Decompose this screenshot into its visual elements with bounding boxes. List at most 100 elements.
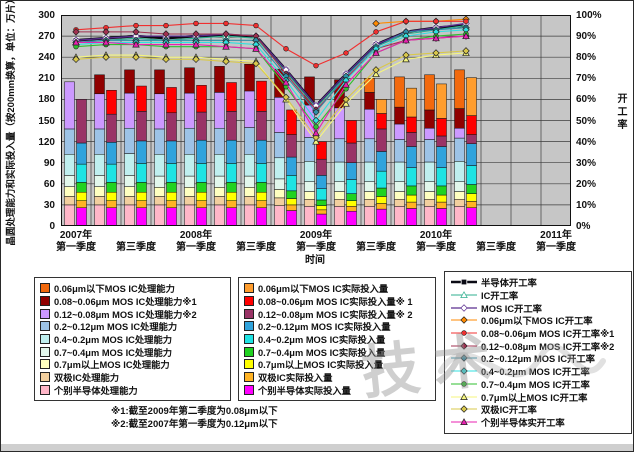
actual-input-bar-segment	[226, 182, 237, 193]
line-marker	[402, 55, 410, 63]
line-marker	[162, 40, 170, 48]
legend-rate-label: 0.12~0.08μm MOS IC开工率※2	[481, 341, 615, 352]
capacity-bar-segment	[154, 93, 165, 130]
legend-actual-item: 0.06μm以下MOS IC实际投入量	[244, 282, 430, 295]
x-axis-title: 时间	[305, 255, 325, 266]
legend-actual-swatch	[244, 296, 254, 307]
line-marker	[462, 32, 470, 40]
actual-input-bar-segment	[286, 198, 297, 206]
actual-input-bar-segment	[466, 115, 477, 135]
rate-line	[76, 35, 467, 135]
capacity-bar-segment	[214, 92, 225, 129]
x-tick-year: 2011年	[540, 230, 572, 241]
capacity-bar-segment	[244, 175, 255, 188]
legend-rate-label: 半导体开工率	[481, 278, 537, 289]
actual-input-bar-segment	[316, 205, 327, 211]
line-marker	[402, 36, 410, 44]
legend-rate-label: 双极IC开工率	[481, 405, 537, 416]
x-tick-quarter: 第一季度	[296, 242, 336, 253]
actual-input-bar-segment	[376, 128, 387, 152]
legend-rate-item: 个别半导体实开工率	[450, 416, 626, 429]
legend-rate-item: MOS IC开工率	[450, 301, 626, 314]
capacity-bar-segment	[364, 92, 375, 110]
capacity-bar-segment	[454, 137, 465, 162]
footnote-1: ※1:截至2009年第二季度为0.08μm以下	[111, 406, 278, 417]
actual-input-bar-segment	[226, 111, 237, 141]
capacity-bar-segment	[454, 108, 465, 129]
footnote-2: ※2:截至2007年第一季度为0.12μm以下	[111, 419, 278, 430]
actual-input-bar-segment	[466, 184, 477, 194]
capacity-bar-segment	[184, 187, 195, 197]
legend-rate-item: 0.06μm以下MOS IC开工率	[450, 314, 626, 327]
x-tick-year: 2008年	[179, 230, 213, 241]
capacity-bar-segment	[124, 196, 135, 206]
right-tick-label: 100%	[576, 10, 602, 21]
legend-rate-line-glyph	[451, 381, 477, 387]
left-tick-label: 90	[43, 157, 55, 169]
capacity-bar-segment	[274, 178, 285, 190]
legend-capacity-label: 0.06μm以下MOS IC处理能力	[54, 284, 175, 295]
line-marker	[132, 28, 140, 36]
actual-input-bar-segment	[166, 112, 177, 142]
actual-input-bar-segment	[106, 163, 117, 183]
actual-input-bar-segment	[316, 199, 327, 206]
legend-rate-item: 半导体开工率	[450, 276, 626, 289]
line-marker	[342, 80, 350, 88]
capacity-bar-segment	[244, 63, 255, 92]
capacity-bar-segment	[64, 196, 75, 206]
legend-capacity-item: 0.7~0.4μm MOS IC处理能力	[40, 345, 225, 358]
line-marker	[252, 59, 260, 68]
line-marker	[432, 34, 440, 42]
line-marker	[461, 381, 467, 387]
actual-input-bar-segment	[196, 207, 207, 226]
right-tick-label: 0%	[576, 221, 591, 232]
actual-input-bar-segment	[406, 194, 417, 203]
rate-line	[76, 31, 467, 111]
legend-actual-swatch	[244, 308, 254, 319]
line-marker	[372, 19, 380, 28]
capacity-bar-segment	[334, 199, 345, 207]
left-tick-label: 210	[38, 73, 55, 85]
x-tick-quarter: 第三季度	[476, 242, 516, 253]
legend-rate-label: 0.2~0.12μm MOS IC开工率	[481, 354, 595, 365]
actual-input-bar-segment	[376, 151, 387, 172]
actual-input-bar-segment	[376, 113, 387, 130]
capacity-bar-segment	[94, 196, 105, 206]
actual-input-bar-segment	[76, 99, 87, 144]
line-marker	[132, 40, 140, 48]
line-marker	[372, 66, 380, 74]
legend-rate-label: MOS IC开工率	[481, 303, 542, 314]
x-tick-label: 2011年 第一季度	[527, 230, 585, 254]
actual-input-bar-segment	[166, 207, 177, 226]
legend-actual-item: 双极IC实际投入量	[244, 371, 430, 384]
legend-actual-item: 个别半导体实际投入量	[244, 384, 430, 397]
capacity-bar-segment	[124, 175, 135, 187]
legend-capacity-item: 个别半导体处理能力	[40, 384, 225, 397]
legend-rate-item: 0.7~0.4μm MOS IC开工率	[450, 378, 626, 391]
line-marker	[162, 55, 170, 64]
legend-capacity-item: 0.12~0.08μm MOS IC处理能力※2	[40, 307, 225, 320]
actual-input-bar-segment	[196, 85, 207, 113]
capacity-bar-segment	[424, 161, 435, 182]
legend-capacity-swatch	[40, 296, 50, 307]
legend-actual-item: 0.7μm以上MOS IC实际投入量	[244, 358, 430, 371]
actual-input-bar-segment	[436, 167, 447, 187]
legend-rate-label: 0.08~0.06μm MOS IC开工率※1	[481, 329, 615, 340]
line-marker	[372, 70, 380, 78]
legend-actual-label: 双极IC实际投入量	[258, 373, 333, 384]
right-tick-label: 10%	[576, 199, 597, 211]
legend-capacity-item: 0.2~0.12μm MOS IC处理能力	[40, 320, 225, 333]
rate-line	[75, 27, 467, 113]
capacity-bar-segment	[214, 175, 225, 188]
line-marker	[402, 51, 410, 59]
line-marker	[102, 28, 110, 36]
line-marker	[460, 342, 468, 350]
capacity-bar-segment	[454, 199, 465, 207]
x-tick-quarter: 第一季度	[176, 242, 216, 253]
capacity-bar-segment	[64, 128, 75, 155]
line-marker	[72, 38, 80, 46]
capacity-bar-segment	[274, 157, 285, 180]
actual-input-bar-segment	[286, 109, 297, 135]
x-tick-label: 2009年 第一季度	[287, 230, 345, 254]
actual-input-bar-segment	[196, 111, 207, 141]
